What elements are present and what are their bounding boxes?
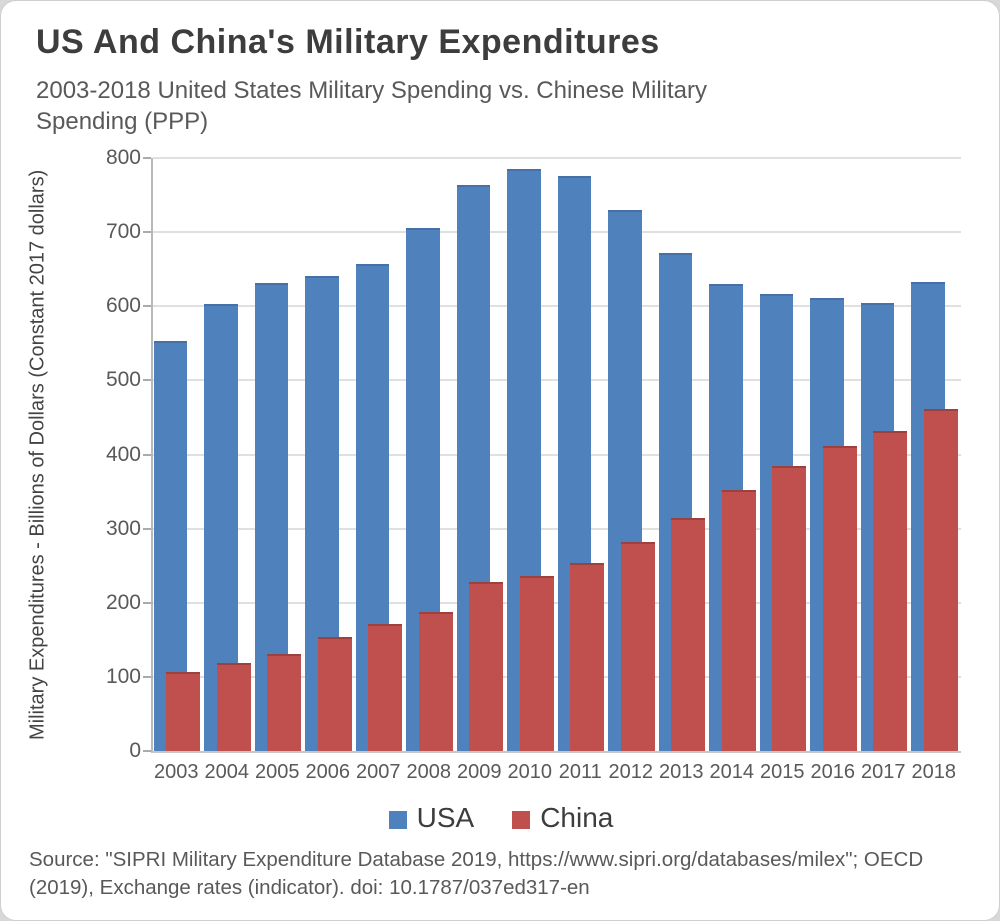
bar-china-2003 [166,671,201,751]
bar-group-2010 [507,158,558,751]
y-tick-label-100: 100 [105,664,141,688]
legend-usa-swatch [388,810,407,829]
x-tick-label-2006: 2006 [305,761,351,783]
legend-china-label: China [540,802,614,833]
bar-china-2013 [671,518,706,751]
x-tick-label-2013: 2013 [659,761,704,783]
bar-china-2004 [216,662,251,751]
bar-group-2017 [860,158,911,751]
x-axis-tick-labels: 2003 2004 2005 2006 2007 2008 2009 2010 2011 2012… [151,761,959,789]
y-tick-label-800: 800 [105,146,141,169]
x-tick-label-2010: 2010 [507,761,553,783]
y-tick-mark-400 [143,453,151,456]
source-citation: Source: "SIPRI Military Expenditure Data… [29,848,924,899]
y-tick-mark-500 [143,379,151,382]
bar-china-2018 [923,408,958,751]
y-axis-title: Military Expenditures - Billions of Doll… [26,169,49,740]
y-tick-mark-600 [143,305,151,308]
gridline-800 [153,157,961,159]
bar-group-2009 [456,158,507,751]
legend-item-china: China [512,802,613,834]
gridline-600 [153,305,961,308]
y-tick-label-0: 0 [129,739,141,762]
bar-group-2005 [254,158,305,751]
x-tick-label-2014: 2014 [709,761,755,783]
bar-china-2009 [469,582,504,751]
x-tick-label-2008: 2008 [406,761,452,783]
gridline-400 [153,453,961,456]
bar-group-2008 [406,158,457,751]
gridline-200 [153,601,961,604]
bar-group-2012 [608,158,659,751]
gridline-500 [153,379,961,382]
legend: USA China [1,798,999,838]
bar-china-2016 [822,446,857,751]
bar-china-2017 [873,430,908,751]
y-axis-tick-labels: 0 100 200 300 400 500 600 700 800 [57,146,141,762]
gridline-700 [153,231,961,234]
bar-group-2003 [153,158,204,751]
y-tick-mark-100 [143,675,151,678]
bar-group-2011 [557,158,608,751]
bar-group-2004 [204,158,255,751]
x-tick-label-2017: 2017 [861,761,906,783]
x-tick-label-2007: 2007 [356,761,401,783]
y-tick-label-700: 700 [105,220,141,244]
plot-area [143,157,962,753]
y-tick-mark-300 [143,527,151,530]
bar-group-2006 [305,158,356,751]
x-tick-label-2004: 2004 [204,761,250,783]
bar-china-2007 [368,623,403,751]
gridline-100 [153,675,961,678]
y-tick-mark-0 [143,750,151,752]
legend-china-swatch [512,810,531,829]
legend-item-usa: USA [388,802,475,834]
bar-china-2011 [570,562,605,751]
y-tick-label-500: 500 [105,368,141,392]
y-tick-label-600: 600 [105,294,141,318]
x-tick-label-2003: 2003 [154,761,199,783]
bar-china-2010 [519,576,554,751]
x-tick-label-2015: 2015 [760,761,805,783]
x-tick-label-2016: 2016 [810,761,856,783]
legend-usa-label: USA [416,802,475,833]
bar-group-2014 [709,158,760,751]
bar-china-2006 [317,636,352,751]
bar-china-2008 [418,611,453,751]
bar-group-2018 [911,158,962,751]
y-tick-mark-200 [143,601,151,604]
x-tick-label-2018: 2018 [911,761,957,783]
bar-group-2016 [810,158,861,751]
y-tick-mark-700 [143,231,151,234]
y-tick-mark-800 [143,157,151,159]
x-tick-label-2005: 2005 [255,761,300,783]
gridline-300 [153,527,961,530]
chart-title: US And China's Military Expenditures [36,23,660,61]
x-tick-label-2011: 2011 [558,761,602,783]
bar-china-2012 [620,541,655,751]
bar-china-2005 [267,653,302,751]
bar-china-2015 [772,466,807,751]
y-tick-label-400: 400 [105,442,141,466]
x-tick-label-2012: 2012 [608,761,654,783]
y-tick-label-300: 300 [105,516,141,540]
y-tick-label-200: 200 [105,590,141,614]
bar-group-2015 [759,158,810,751]
chart-subtitle: 2003-2018 United States Military Spendin… [36,77,708,135]
bar-group-2013 [658,158,709,751]
bar-group-2007 [355,158,406,751]
x-tick-label-2009: 2009 [457,761,502,783]
bar-china-2014 [721,490,756,751]
